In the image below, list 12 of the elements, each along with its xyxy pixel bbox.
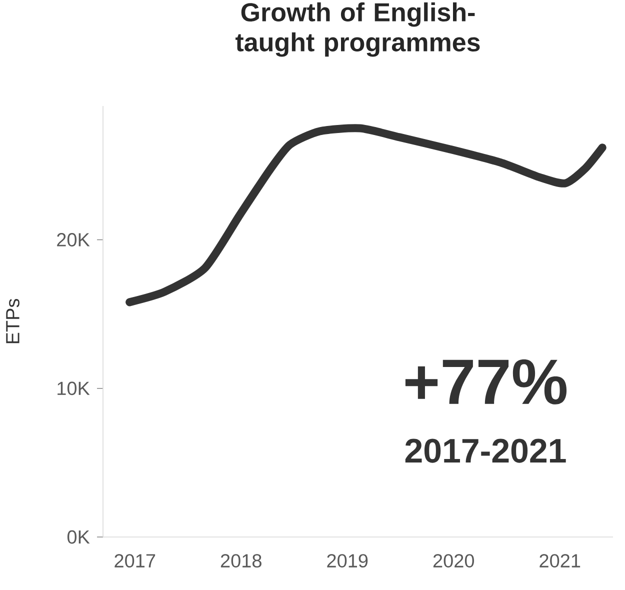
y-tick-label: 0K [67,530,90,544]
x-tick-label: 2020 [433,554,474,568]
x-tick-label: 2019 [327,554,368,568]
chart-title: Growth of English-taught programmes [236,2,480,57]
y-tick-label: 20K [57,233,90,246]
x-tick-label: 2017 [114,554,156,568]
y-axis-title: ETPs [6,298,20,344]
y-tick-label: 10K [58,382,90,396]
x-tick-label: 2021 [540,554,580,568]
annotation: +77% [405,359,567,404]
x-tick-label: 2018 [220,554,262,568]
annotation: 2017-2021 [405,438,566,463]
